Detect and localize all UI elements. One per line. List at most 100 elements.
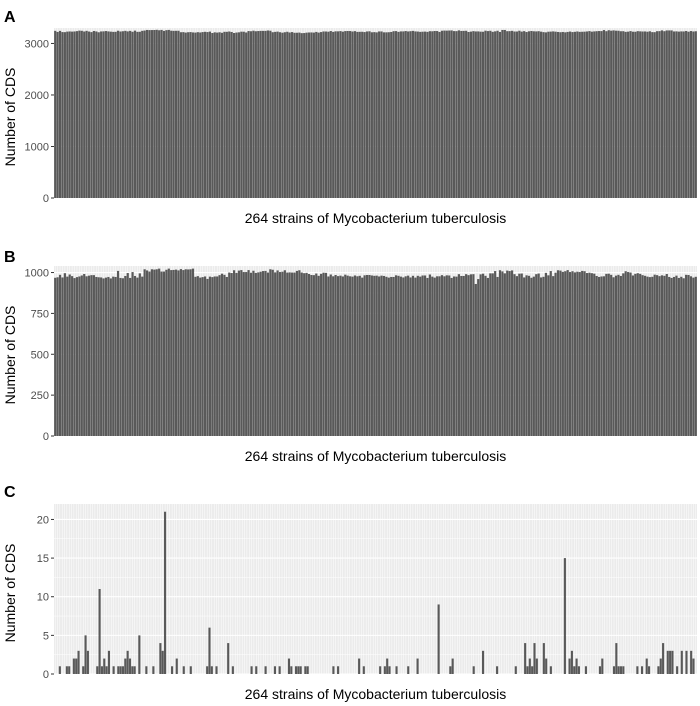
bar <box>631 275 635 436</box>
bar <box>266 272 270 436</box>
bar <box>225 31 228 199</box>
bar <box>320 273 323 436</box>
bar <box>353 275 357 436</box>
bar <box>436 31 439 198</box>
bar <box>191 268 195 436</box>
bar <box>426 277 429 436</box>
bar <box>158 268 161 436</box>
bar <box>687 274 690 436</box>
bar <box>344 31 347 198</box>
bar <box>407 275 410 436</box>
bar <box>629 272 632 436</box>
bar <box>537 31 540 198</box>
bar <box>141 276 144 436</box>
bar <box>242 272 245 436</box>
bar <box>672 276 676 436</box>
bar <box>556 270 560 436</box>
bar <box>622 273 625 436</box>
bar <box>332 666 335 674</box>
bar <box>363 275 366 436</box>
bar <box>612 30 615 199</box>
bar <box>242 31 245 198</box>
bar <box>356 276 359 436</box>
bar <box>559 270 562 436</box>
bar <box>665 30 668 199</box>
bar <box>671 650 674 674</box>
bar <box>129 277 132 436</box>
bar <box>82 666 85 674</box>
bar <box>631 31 635 198</box>
bar <box>682 278 685 436</box>
bar <box>124 658 127 674</box>
bar <box>361 277 364 436</box>
bar <box>218 275 221 436</box>
bar <box>612 277 615 436</box>
bar <box>103 658 106 674</box>
bar <box>83 274 86 436</box>
bar <box>119 31 122 198</box>
bar <box>160 29 163 198</box>
bar <box>416 31 419 198</box>
bar <box>615 643 618 674</box>
bar <box>54 277 57 436</box>
bar <box>564 32 567 199</box>
bar <box>523 31 526 198</box>
bar <box>524 643 527 674</box>
bar <box>315 273 318 436</box>
bar <box>462 275 465 436</box>
bar <box>291 272 294 436</box>
bar <box>392 276 395 436</box>
bar <box>380 275 383 436</box>
x-axis-label: 264 strains of Mycobacterium tuberculosi… <box>245 210 506 226</box>
bar <box>545 658 548 674</box>
bar <box>634 273 637 436</box>
bar <box>428 31 431 198</box>
bar <box>394 275 398 436</box>
bar <box>276 31 279 198</box>
bar <box>675 31 678 199</box>
bar <box>450 30 453 199</box>
bar <box>467 275 470 436</box>
bar <box>199 32 202 199</box>
bar <box>191 32 195 199</box>
bar <box>206 666 209 674</box>
bar <box>607 30 610 199</box>
bar <box>639 31 642 199</box>
bar <box>583 31 586 198</box>
bar <box>386 658 389 674</box>
bar <box>306 666 309 674</box>
bar <box>184 269 187 436</box>
bar <box>672 31 676 199</box>
bar <box>131 31 134 199</box>
bar <box>293 32 296 198</box>
bar <box>445 275 448 436</box>
bar <box>440 275 444 436</box>
bar <box>407 31 410 199</box>
bar <box>75 31 79 198</box>
bar <box>365 31 369 199</box>
bar <box>375 32 378 199</box>
bar <box>305 32 308 198</box>
y-tick-label: 2000 <box>25 90 49 102</box>
bar <box>388 666 391 674</box>
bar <box>290 666 293 674</box>
bar <box>554 31 557 198</box>
bar <box>648 666 651 674</box>
bar <box>312 32 315 199</box>
bar <box>281 32 284 198</box>
bar <box>549 271 552 436</box>
bar <box>438 276 441 436</box>
x-axis-label: 264 strains of Mycobacterium tuberculosi… <box>245 686 506 702</box>
bar <box>124 275 127 436</box>
bar <box>465 30 468 199</box>
bar <box>547 275 550 436</box>
bar <box>220 32 224 198</box>
bar <box>235 272 238 436</box>
y-tick-label: 5 <box>43 630 49 642</box>
bar <box>518 30 521 199</box>
bar <box>247 270 250 436</box>
bar <box>199 277 202 436</box>
bar <box>568 658 571 674</box>
bar <box>496 30 499 199</box>
